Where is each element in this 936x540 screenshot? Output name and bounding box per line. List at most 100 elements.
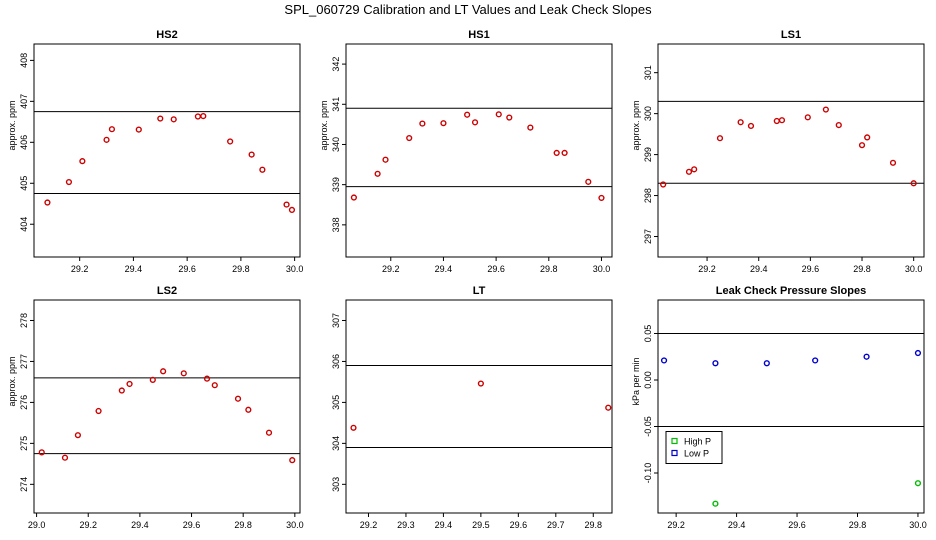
x-tick-label: 29.6 [788, 520, 806, 530]
data-point [773, 117, 780, 125]
y-tick-label: 274 [19, 477, 29, 492]
panel-title: LS2 [157, 285, 177, 297]
x-tick-label: 29.4 [435, 520, 453, 530]
data-point [778, 117, 786, 124]
x-tick-label: 29.4 [750, 264, 768, 274]
chart-panel: Leak Check Pressure Slopes 29.2 29.4 29.6 29… [631, 285, 927, 530]
data-point [660, 181, 667, 188]
plot-frame [33, 299, 301, 514]
x-tick-label: 29.8 [234, 520, 252, 530]
data-point [135, 126, 142, 133]
y-tick-label: 276 [19, 395, 29, 410]
y-tick-label: 304 [331, 436, 341, 451]
x-tick-label: 29.7 [547, 520, 565, 530]
data-point [737, 119, 744, 126]
y-tick-label: 298 [643, 188, 653, 203]
data-point [910, 180, 917, 187]
data-point [157, 115, 164, 122]
data-point [660, 357, 668, 364]
data-point [374, 170, 381, 177]
data-point [712, 360, 719, 367]
y-tick-label: 0.05 [643, 325, 653, 343]
plot-frame [657, 299, 925, 514]
x-tick-label: 29.6 [183, 520, 201, 530]
y-tick-label: 406 [19, 135, 29, 150]
x-tick-label: 29.6 [178, 264, 196, 274]
chart-panel: HS1 29.2 29.4 29.6 29.8 30.0 338 339 340 341 342 ap… [319, 29, 613, 274]
data-point [858, 142, 866, 149]
data-point [65, 178, 73, 186]
panel-title: LS1 [781, 29, 801, 41]
y-tick-label: 275 [19, 436, 29, 451]
x-tick-label: 29.2 [382, 264, 400, 274]
chart-panel: LS1 29.2 29.4 29.6 29.8 30.0 297 298 299 300 301 ap… [631, 29, 925, 274]
y-tick-label: 342 [331, 57, 341, 72]
y-tick-label: 301 [643, 65, 653, 80]
x-tick-label: 29.2 [71, 264, 89, 274]
data-point [527, 124, 534, 131]
data-point [95, 407, 102, 415]
x-tick-label: 29.2 [667, 520, 685, 530]
x-tick-label: 29.2 [360, 520, 378, 530]
x-tick-label: 29.2 [79, 520, 97, 530]
data-point [170, 116, 177, 123]
data-point [419, 120, 426, 127]
x-tick-label: 29.3 [397, 520, 415, 530]
x-tick-label: 30.0 [286, 264, 304, 274]
y-tick-label: 0.00 [643, 371, 653, 389]
chart-panel: HS2 29.2 29.4 29.6 29.8 30.0 404 405 406 407 408 ap… [7, 29, 303, 274]
y-tick-label: 305 [331, 395, 341, 410]
data-point [685, 168, 693, 175]
panel-title: HS2 [156, 29, 177, 41]
data-point [74, 432, 82, 439]
data-point [553, 149, 560, 157]
x-tick-label: 29.4 [435, 264, 453, 274]
chart-panel: LT 29.2 29.3 29.4 29.5 29.6 29.7 29.8 303 304 305 3… [331, 285, 613, 530]
x-tick-label: 29.4 [125, 264, 143, 274]
x-tick-label: 30.0 [905, 264, 923, 274]
legend-label: High P [684, 437, 711, 447]
y-tick-label: 339 [331, 177, 341, 192]
data-point [822, 106, 829, 113]
legend-label: Low P [684, 449, 709, 459]
y-axis-label: approx. ppm [7, 100, 17, 150]
x-tick-label: 29.4 [728, 520, 746, 530]
data-point [406, 134, 413, 142]
data-point [506, 114, 513, 121]
y-axis-label: kPa per min [631, 357, 641, 405]
x-tick-label: 29.8 [585, 520, 603, 530]
x-tick-label: 29.2 [698, 264, 716, 274]
data-point [863, 353, 870, 360]
legend-swatch [671, 449, 678, 457]
y-axis-label: approx. ppm [319, 100, 329, 150]
x-tick-label: 30.0 [593, 264, 611, 274]
legend: High P Low P [665, 431, 723, 464]
data-point [203, 375, 211, 382]
x-tick-label: 29.6 [510, 520, 528, 530]
plot-frame [345, 299, 613, 514]
data-point [471, 119, 479, 126]
data-point [44, 199, 51, 206]
data-point [835, 122, 842, 129]
data-point [288, 206, 296, 213]
data-point [283, 201, 290, 208]
y-tick-label: 307 [331, 313, 341, 328]
data-point [194, 113, 201, 120]
x-tick-label: 29.8 [849, 520, 867, 530]
data-point [118, 387, 125, 394]
x-tick-label: 29.8 [540, 264, 558, 274]
data-point [889, 159, 897, 166]
x-tick-label: 30.0 [909, 520, 927, 530]
data-point [126, 380, 133, 388]
data-point [289, 457, 296, 464]
data-point [585, 178, 592, 185]
data-point [61, 454, 69, 461]
plot-frame [345, 43, 613, 258]
data-point [812, 357, 819, 364]
x-tick-label: 29.6 [487, 264, 505, 274]
y-tick-label: 408 [19, 53, 29, 68]
y-tick-label: 278 [19, 313, 29, 328]
data-point [227, 138, 234, 145]
data-point [804, 114, 811, 121]
data-point [160, 368, 167, 375]
